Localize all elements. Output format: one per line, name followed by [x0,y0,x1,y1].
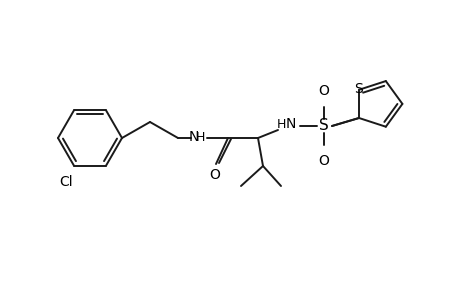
Text: Cl: Cl [59,175,73,189]
Text: N: N [188,130,199,144]
Text: H: H [276,118,285,130]
Text: O: O [209,168,220,182]
Text: S: S [319,118,328,133]
Text: S: S [354,82,363,96]
Text: O: O [318,154,329,168]
Text: O: O [318,84,329,98]
Text: H: H [195,130,204,143]
Text: N: N [285,117,296,131]
